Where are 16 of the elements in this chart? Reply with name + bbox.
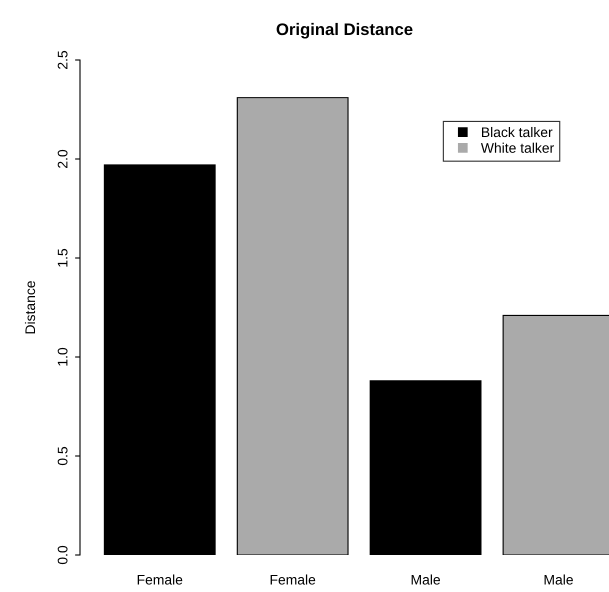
y-tick-label: 2.5 [58,50,68,69]
x-tick-label: Male [544,574,573,585]
y-tick-label: 1.5 [58,248,68,267]
y-tick-label: 0.5 [58,446,68,466]
legend-label: White talker [480,142,554,153]
x-tick-label: Male [412,574,440,585]
y-tick-label: 0.0 [58,546,68,564]
bar [104,164,216,555]
chart-title: Original Distance [276,22,412,39]
legend-label: Black talker [482,126,552,138]
y-tick-label: 1.0 [58,348,68,366]
y-tick-label: 2.0 [58,150,68,168]
y-axis-title: Distance [24,281,36,334]
x-tick-label: Female [138,574,182,585]
x-tick-label: Female [270,574,316,585]
bar [370,380,482,555]
